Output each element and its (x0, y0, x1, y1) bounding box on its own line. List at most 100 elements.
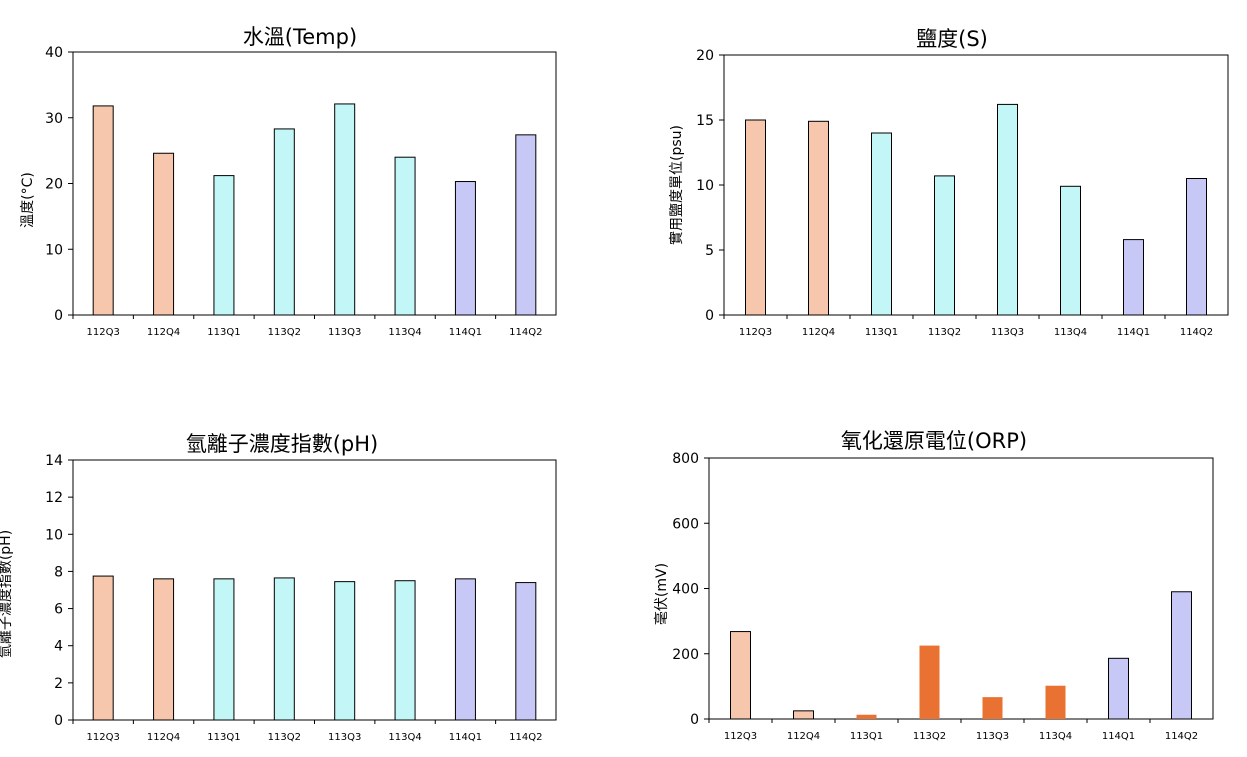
chart-temp-ytick-label: 40 (45, 45, 63, 61)
chart-orp-bar (731, 632, 751, 719)
chart-salinity-xtick-label: 114Q2 (1180, 327, 1213, 338)
chart-salinity-bar (746, 120, 766, 315)
chart-orp-ytick-label: 200 (672, 647, 699, 663)
chart-orp-ytick-label: 400 (672, 582, 699, 598)
chart-orp-plot-frame (709, 458, 1213, 719)
chart-orp-xtick-label: 113Q1 (850, 731, 883, 742)
chart-salinity-bar (872, 133, 892, 315)
chart-ph-ytick-label: 8 (54, 564, 63, 580)
chart-temp-title: 水溫(Temp) (243, 25, 357, 49)
chart-temp-xtick-label: 113Q3 (328, 327, 361, 338)
chart-temp: 水溫(Temp) 溫度(°C) 0 10 20 30 40 112Q3 112Q4 113Q1… (20, 25, 556, 338)
chart-ph-ytick-label: 10 (45, 527, 63, 543)
chart-ph-ytick-label: 12 (45, 490, 63, 506)
chart-salinity-xtick-label: 113Q3 (991, 327, 1024, 338)
chart-salinity-plot-frame (724, 55, 1228, 315)
chart-temp-xtick-label: 113Q1 (207, 327, 240, 338)
chart-ph-bar (455, 579, 475, 720)
chart-temp-bar (335, 104, 355, 315)
chart-ph-ylabel: 氫離子濃度指數(pH) (0, 530, 14, 658)
chart-ph-xtick-label: 113Q1 (207, 732, 240, 743)
chart-salinity-bar (1061, 186, 1081, 315)
chart-orp-title: 氧化還原電位(ORP) (841, 429, 1027, 453)
chart-ph-xtick-label: 113Q3 (328, 732, 361, 743)
chart-orp-xtick-label: 113Q4 (1039, 731, 1072, 742)
chart-ph-ytick-label: 4 (54, 639, 63, 655)
chart-orp-bar (1172, 592, 1192, 719)
chart-temp-ytick-label: 20 (45, 177, 63, 193)
chart-salinity-bar (809, 121, 829, 315)
chart-ph-xtick-label: 113Q2 (268, 732, 301, 743)
chart-salinity-ytick-label: 0 (705, 308, 714, 324)
chart-salinity-xtick-label: 112Q4 (802, 327, 835, 338)
chart-ph-plot-frame (73, 460, 556, 720)
chart-temp-ytick-label: 10 (45, 242, 63, 258)
chart-temp-ytick-label: 30 (45, 111, 63, 127)
chart-ph-xtick-label: 114Q2 (509, 732, 542, 743)
chart-orp-ytick-label: 600 (672, 516, 699, 532)
chart-salinity-title: 鹽度(S) (916, 27, 988, 51)
chart-ph-title: 氫離子濃度指數(pH) (186, 432, 379, 456)
chart-ph-bar (93, 576, 113, 720)
chart-orp-xtick-label: 113Q3 (976, 731, 1009, 742)
chart-ph-bar (516, 583, 536, 720)
chart-temp-xtick-label: 114Q2 (509, 327, 542, 338)
chart-temp-xtick-label: 114Q1 (449, 327, 482, 338)
chart-orp-xtick-label: 112Q3 (724, 731, 757, 742)
chart-orp-ytick-label: 0 (690, 712, 699, 728)
chart-orp-bar (857, 715, 877, 719)
chart-ph-bar (274, 578, 294, 720)
chart-temp-ylabel: 溫度(°C) (20, 172, 36, 228)
chart-salinity-xtick-label: 114Q1 (1117, 327, 1150, 338)
chart-temp-bar (214, 176, 234, 315)
chart-salinity-ytick-label: 5 (705, 243, 714, 259)
chart-orp-xtick-label: 112Q4 (787, 731, 820, 742)
chart-orp-bar (1046, 686, 1066, 719)
chart-temp-bar (93, 106, 113, 315)
chart-ph-xtick-label: 113Q4 (388, 732, 421, 743)
chart-temp-xtick-label: 112Q3 (87, 327, 120, 338)
chart-ph-xtick-label: 112Q3 (87, 732, 120, 743)
chart-orp-ytick-label: 800 (672, 451, 699, 467)
chart-salinity-ytick-label: 20 (696, 48, 714, 64)
chart-orp-bar (1109, 658, 1129, 719)
chart-orp-ylabel: 毫伏(mV) (653, 563, 670, 625)
chart-orp-bar (983, 697, 1003, 719)
chart-salinity-xtick-label: 112Q3 (739, 327, 772, 338)
chart-ph-xtick-label: 114Q1 (449, 732, 482, 743)
chart-salinity-ytick-label: 15 (696, 113, 714, 129)
chart-canvas: 水溫(Temp) 溫度(°C) 010203040112Q3 112Q4 113Q1… (0, 0, 1247, 757)
chart-orp-xtick-label: 114Q1 (1102, 731, 1135, 742)
chart-ph-bar (214, 579, 234, 720)
chart-ph: 氫離子濃度指數(pH) 氫離子濃度指數(pH) 0 2 4 6 8 10 12 14 112Q3… (0, 432, 556, 743)
chart-ph-ytick-label: 14 (45, 453, 63, 469)
chart-salinity-xtick-label: 113Q1 (865, 327, 898, 338)
chart-orp-bar (920, 646, 940, 719)
chart-temp-bar (395, 157, 415, 315)
chart-salinity-bar (1187, 179, 1207, 316)
chart-orp-xtick-label: 114Q2 (1165, 731, 1198, 742)
chart-ph-xtick-label: 112Q4 (147, 732, 180, 743)
chart-ph-ytick-label: 0 (54, 713, 63, 729)
chart-temp-plot-frame (73, 52, 556, 315)
chart-orp: 氧化還原電位(ORP) 毫伏(mV) 0 200 400 600 800 112Q3 112… (653, 429, 1213, 742)
chart-temp-bar (516, 135, 536, 315)
chart-ph-bar (154, 579, 174, 720)
chart-temp-bar (274, 129, 294, 315)
chart-temp-xtick-label: 113Q2 (268, 327, 301, 338)
chart-orp-xtick-label: 113Q2 (913, 731, 946, 742)
chart-salinity-ytick-label: 10 (696, 178, 714, 194)
chart-temp-bar (455, 182, 475, 315)
chart-temp-xtick-label: 112Q4 (147, 327, 180, 338)
chart-salinity-xtick-label: 113Q4 (1054, 327, 1087, 338)
chart-salinity-xtick-label: 113Q2 (928, 327, 961, 338)
chart-salinity-bar (998, 104, 1018, 315)
chart-ph-bar (335, 582, 355, 720)
chart-temp-ytick-label: 0 (54, 308, 63, 324)
chart-ph-bar (395, 581, 415, 720)
chart-salinity-ylabel: 實用鹽度單位(psu) (668, 125, 685, 245)
chart-salinity-bar (1124, 240, 1144, 315)
chart-salinity-bar (935, 176, 955, 315)
chart-salinity: 鹽度(S) 實用鹽度單位(psu) 0 5 10 15 20 112Q3 112Q4 113Q… (668, 27, 1228, 338)
chart-temp-bar (154, 153, 174, 315)
